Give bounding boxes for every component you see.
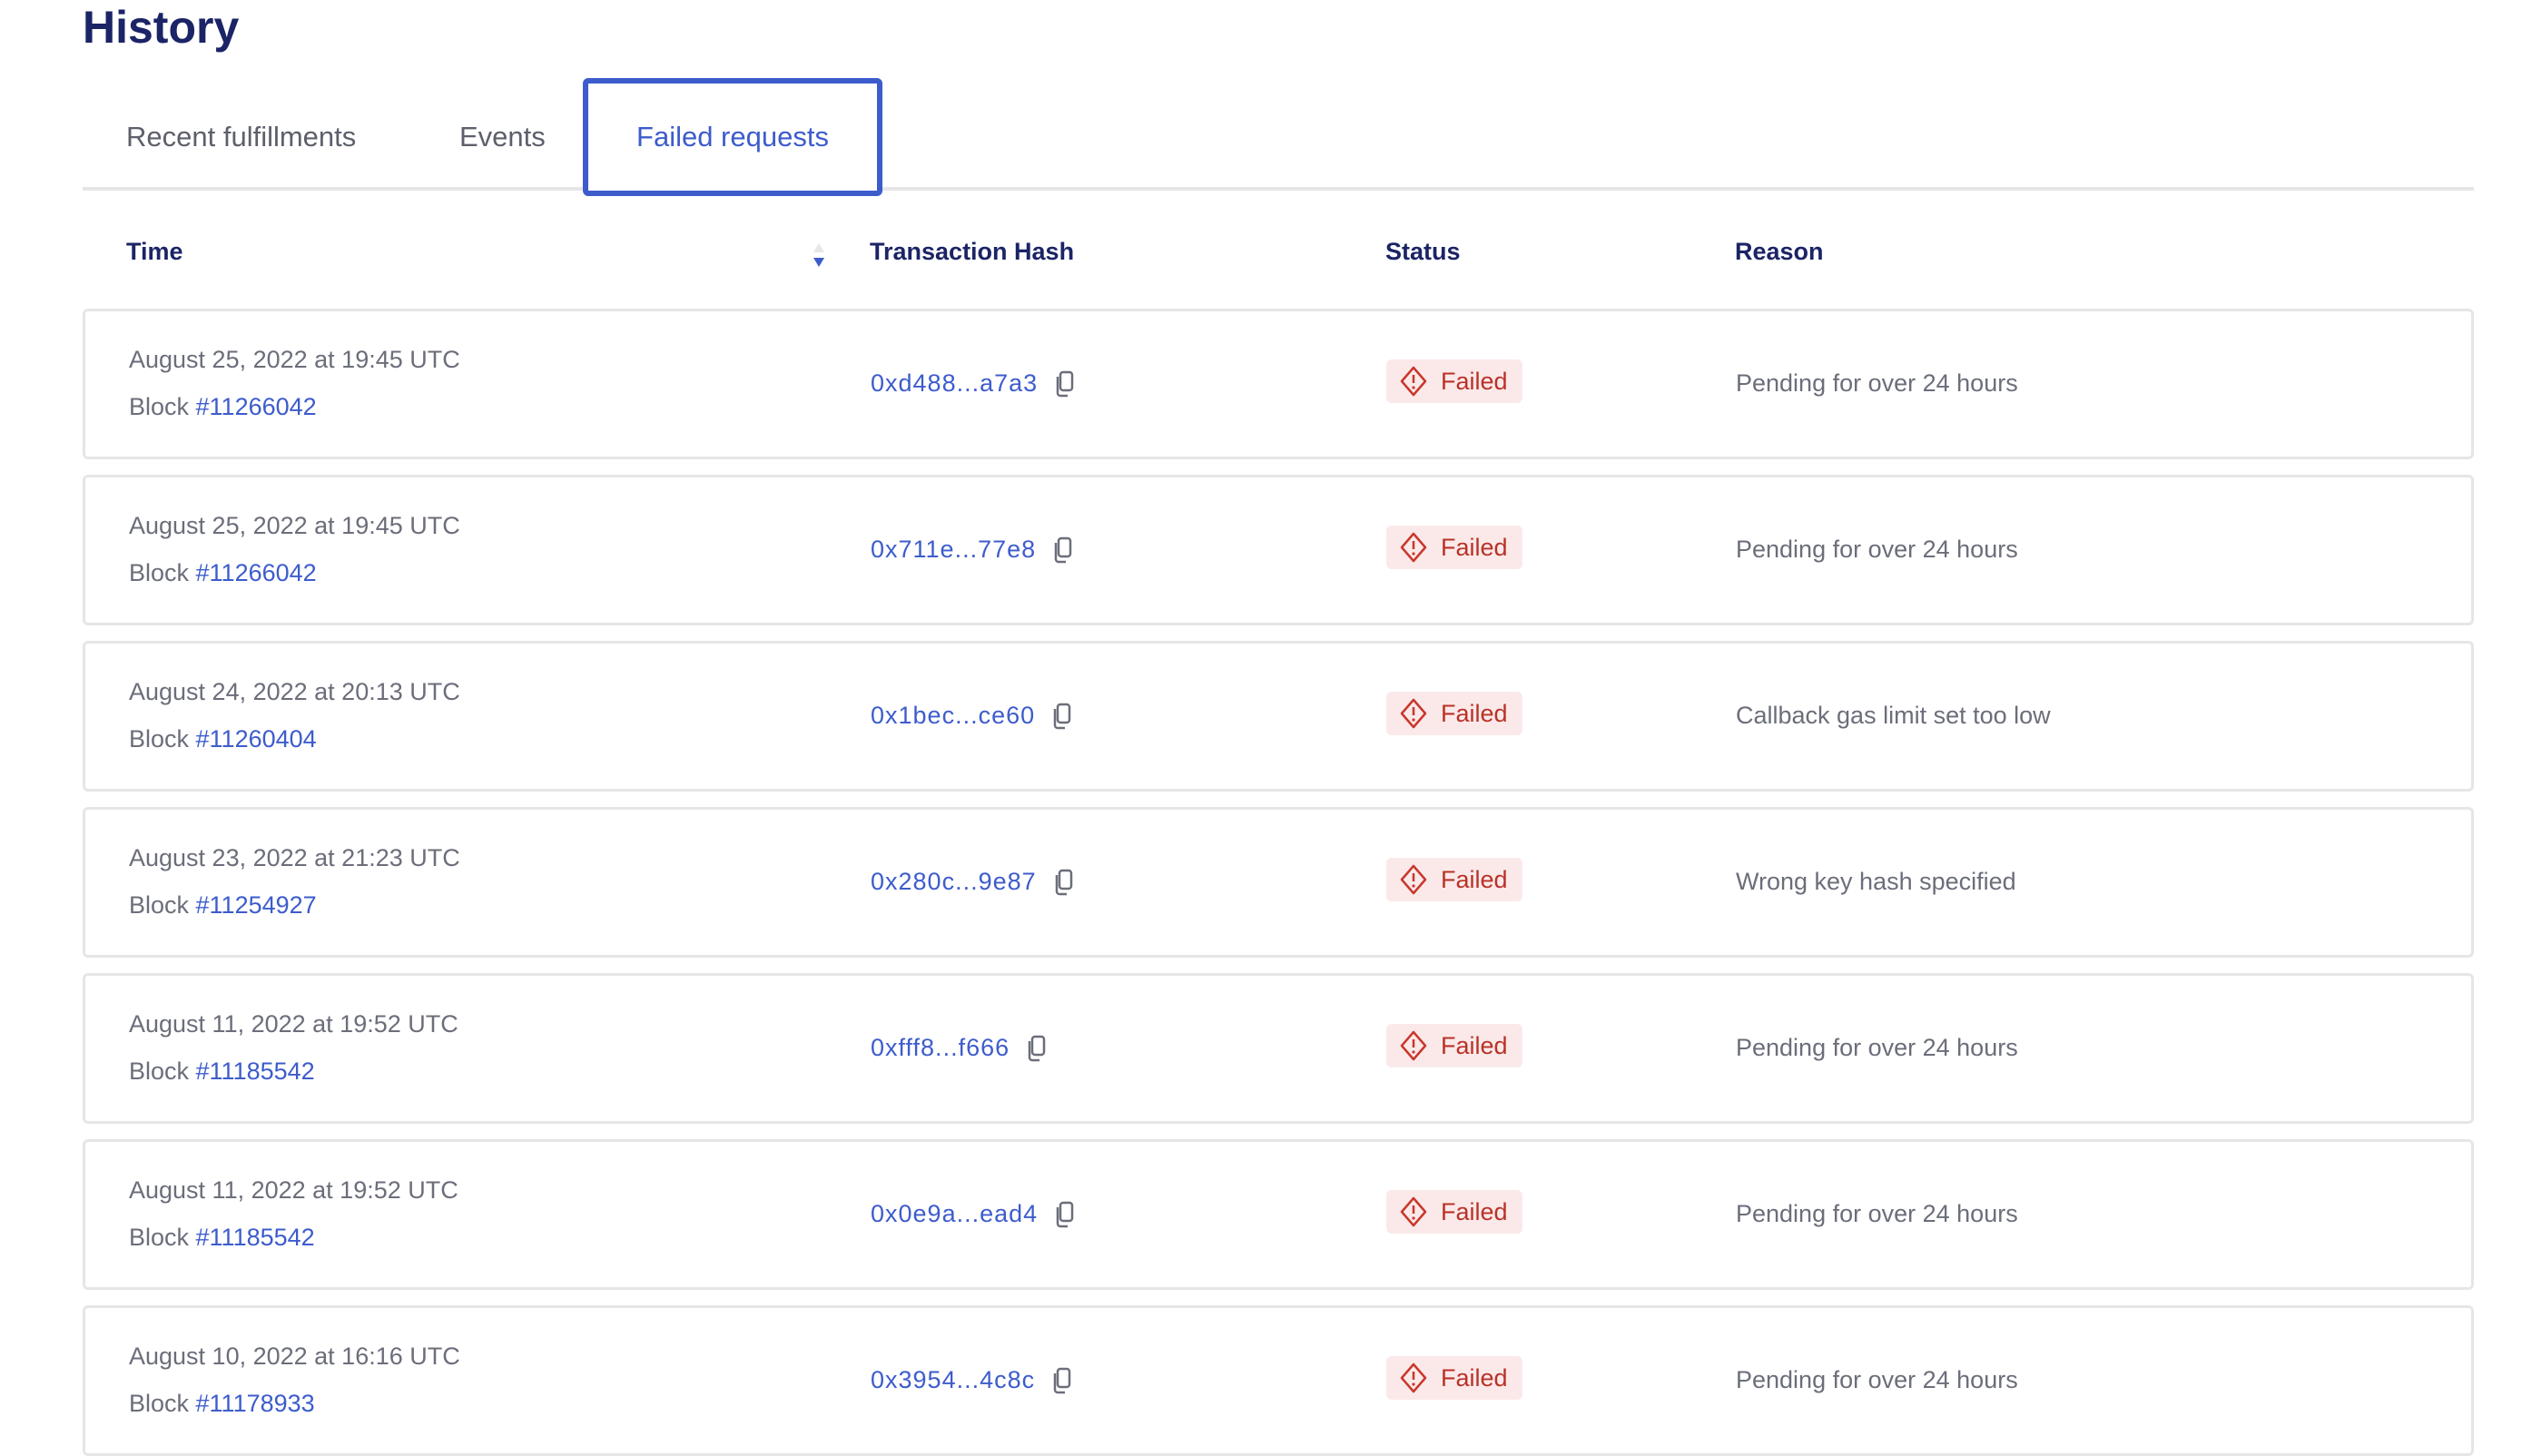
column-header-transaction-hash: Transaction Hash bbox=[870, 238, 1075, 265]
transaction-hash-link[interactable]: 0x711e...77e8 bbox=[871, 536, 1037, 563]
block-link[interactable]: #11266042 bbox=[195, 559, 317, 586]
status-text: Failed bbox=[1441, 1197, 1508, 1225]
row-date: August 25, 2022 at 19:45 UTC bbox=[129, 512, 460, 539]
status-badge: Failed bbox=[1386, 359, 1522, 403]
block-link[interactable]: #11185542 bbox=[195, 1058, 315, 1085]
transaction-hash: 0x711e...77e8 bbox=[871, 536, 1072, 564]
status-text: Failed bbox=[1441, 367, 1508, 395]
row-block: Block #11260404 bbox=[129, 725, 317, 753]
copy-icon[interactable] bbox=[1052, 536, 1072, 564]
row-date: August 23, 2022 at 21:23 UTC bbox=[129, 844, 460, 871]
block-link[interactable]: #11254927 bbox=[195, 891, 317, 919]
copy-icon[interactable] bbox=[1051, 1367, 1071, 1394]
block-prefix: Block bbox=[129, 725, 196, 753]
transaction-hash: 0xd488...a7a3 bbox=[871, 369, 1074, 398]
tab-recent-fulfillments[interactable]: Recent fulfillments bbox=[126, 121, 357, 152]
row-date: August 11, 2022 at 19:52 UTC bbox=[129, 1010, 458, 1038]
status-badge: Failed bbox=[1386, 692, 1522, 735]
row-reason: Pending for over 24 hours bbox=[1736, 1034, 2018, 1061]
copy-icon[interactable] bbox=[1054, 370, 1074, 398]
row-date: August 25, 2022 at 19:45 UTC bbox=[129, 346, 460, 373]
table-row: August 10, 2022 at 16:16 UTC Block #1117… bbox=[83, 1305, 2474, 1456]
warning-diamond-icon bbox=[1400, 864, 1427, 895]
table-row: August 11, 2022 at 19:52 UTC Block #1118… bbox=[83, 1139, 2474, 1290]
table-row: August 23, 2022 at 21:23 UTC Block #1125… bbox=[83, 807, 2474, 958]
sort-icon[interactable] bbox=[810, 241, 828, 271]
transaction-hash-link[interactable]: 0xd488...a7a3 bbox=[871, 369, 1039, 397]
transaction-hash-link[interactable]: 0xfff8...f666 bbox=[871, 1034, 1010, 1061]
table-row: August 24, 2022 at 20:13 UTC Block #1126… bbox=[83, 641, 2474, 792]
tab-events[interactable]: Events bbox=[459, 121, 546, 152]
transaction-hash-link[interactable]: 0x3954...4c8c bbox=[871, 1366, 1036, 1393]
copy-icon[interactable] bbox=[1051, 703, 1071, 730]
tab-bar: Recent fulfillments Events Failed reques… bbox=[83, 78, 2474, 196]
warning-diamond-icon bbox=[1400, 698, 1427, 729]
transaction-hash-link[interactable]: 0x280c...9e87 bbox=[871, 868, 1037, 895]
transaction-hash-link[interactable]: 0x1bec...ce60 bbox=[871, 702, 1036, 729]
block-link[interactable]: #11260404 bbox=[195, 725, 317, 753]
transaction-hash: 0x3954...4c8c bbox=[871, 1366, 1071, 1394]
block-prefix: Block bbox=[129, 891, 196, 919]
row-date: August 24, 2022 at 20:13 UTC bbox=[129, 678, 460, 705]
block-prefix: Block bbox=[129, 1224, 196, 1251]
transaction-hash: 0x1bec...ce60 bbox=[871, 702, 1071, 730]
warning-diamond-icon bbox=[1400, 1196, 1427, 1227]
column-header-reason: Reason bbox=[1735, 238, 1824, 265]
row-date: August 11, 2022 at 19:52 UTC bbox=[129, 1176, 458, 1204]
table-row: August 25, 2022 at 19:45 UTC Block #1126… bbox=[83, 475, 2474, 625]
row-block: Block #11254927 bbox=[129, 891, 317, 920]
column-header-time[interactable]: Time bbox=[126, 238, 183, 265]
row-reason: Pending for over 24 hours bbox=[1736, 536, 2018, 563]
row-date: August 10, 2022 at 16:16 UTC bbox=[129, 1343, 460, 1370]
status-badge: Failed bbox=[1386, 1190, 1522, 1234]
warning-diamond-icon bbox=[1400, 1030, 1427, 1061]
page-title: History bbox=[83, 2, 240, 53]
status-text: Failed bbox=[1441, 533, 1508, 561]
tab-failed-requests[interactable]: Failed requests bbox=[583, 78, 882, 196]
block-prefix: Block bbox=[129, 1058, 196, 1085]
transaction-hash-link[interactable]: 0x0e9a...ead4 bbox=[871, 1200, 1039, 1227]
row-block: Block #11185542 bbox=[129, 1058, 315, 1086]
row-block: Block #11185542 bbox=[129, 1224, 315, 1252]
row-reason: Pending for over 24 hours bbox=[1736, 1200, 2018, 1227]
transaction-hash: 0x0e9a...ead4 bbox=[871, 1200, 1074, 1228]
warning-diamond-icon bbox=[1400, 532, 1427, 563]
warning-diamond-icon bbox=[1400, 366, 1427, 397]
table-row: August 11, 2022 at 19:52 UTC Block #1118… bbox=[83, 973, 2474, 1124]
warning-diamond-icon bbox=[1400, 1363, 1427, 1393]
status-text: Failed bbox=[1441, 1363, 1508, 1392]
block-link[interactable]: #11178933 bbox=[195, 1390, 315, 1417]
row-reason: Pending for over 24 hours bbox=[1736, 1366, 2018, 1393]
copy-icon[interactable] bbox=[1026, 1035, 1046, 1062]
block-prefix: Block bbox=[129, 393, 196, 420]
row-block: Block #11178933 bbox=[129, 1390, 315, 1418]
status-text: Failed bbox=[1441, 1031, 1508, 1059]
transaction-hash: 0xfff8...f666 bbox=[871, 1034, 1046, 1062]
transaction-hash: 0x280c...9e87 bbox=[871, 868, 1073, 896]
row-reason: Callback gas limit set too low bbox=[1736, 702, 2051, 729]
status-badge: Failed bbox=[1386, 858, 1522, 901]
status-text: Failed bbox=[1441, 699, 1508, 727]
block-prefix: Block bbox=[129, 559, 196, 586]
status-badge: Failed bbox=[1386, 1024, 1522, 1067]
copy-icon[interactable] bbox=[1054, 1201, 1074, 1228]
block-prefix: Block bbox=[129, 1390, 196, 1417]
row-block: Block #11266042 bbox=[129, 393, 317, 421]
block-link[interactable]: #11266042 bbox=[195, 393, 317, 420]
row-reason: Wrong key hash specified bbox=[1736, 868, 2016, 895]
row-block: Block #11266042 bbox=[129, 559, 317, 587]
status-badge: Failed bbox=[1386, 1356, 1522, 1400]
status-text: Failed bbox=[1441, 865, 1508, 893]
row-reason: Pending for over 24 hours bbox=[1736, 369, 2018, 397]
copy-icon[interactable] bbox=[1053, 869, 1073, 896]
block-link[interactable]: #11185542 bbox=[195, 1224, 315, 1251]
column-header-status: Status bbox=[1385, 238, 1461, 265]
table-row: August 25, 2022 at 19:45 UTC Block #1126… bbox=[83, 309, 2474, 459]
status-badge: Failed bbox=[1386, 526, 1522, 569]
